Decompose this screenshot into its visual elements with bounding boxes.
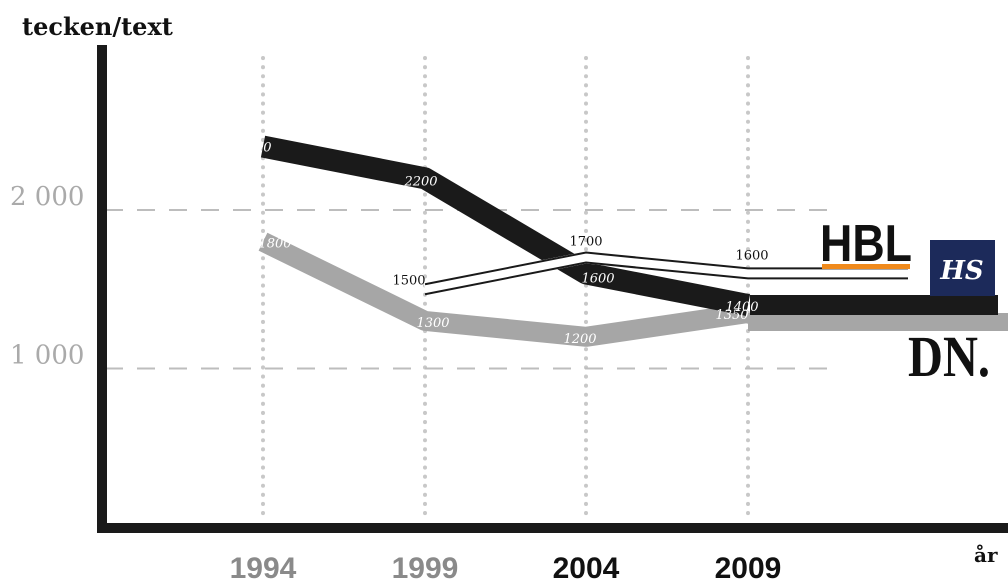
series-line-hs-body	[423, 251, 908, 296]
data-label-hbl: 2400	[237, 141, 271, 156]
hbl-logo-underline	[822, 264, 910, 269]
data-label-hbl: 2200	[403, 174, 437, 189]
label-layer: 2 000 1 000 1994 1999 2004 2009 2400 2200 1600 14…	[10, 141, 782, 584]
data-label-dn: 1800	[258, 237, 291, 252]
y-tick-label: 2 000	[10, 182, 84, 212]
series-extension-hbl	[750, 295, 998, 315]
y-axis-title: tecken/text	[22, 12, 173, 41]
series-line-dn	[258, 232, 750, 347]
x-tick-label: 2004	[553, 552, 620, 579]
x-tick-label: 2009	[715, 552, 782, 579]
x-axis-title: år	[974, 543, 998, 567]
data-label-hs: 1600	[735, 248, 768, 263]
data-label-hbl: 1600	[581, 271, 614, 286]
data-label-dn: 1350	[715, 308, 748, 323]
series-layer	[258, 135, 1008, 347]
data-label-hs: 1700	[569, 235, 602, 250]
hs-logo-text: HS	[939, 256, 983, 286]
data-label-dn: 1300	[416, 316, 449, 331]
hs-logo-box	[930, 240, 995, 296]
x-tick-label: 1999	[392, 552, 459, 579]
x-tick-label: 1994	[230, 552, 297, 579]
y-tick-label: 1 000	[10, 341, 84, 371]
series-line-hbl	[260, 135, 751, 316]
grid-layer	[105, 56, 840, 524]
hs-logo: HS	[930, 240, 995, 296]
data-label-dn: 1200	[563, 332, 596, 347]
series-line-hs-lower	[424, 261, 908, 296]
data-label-hs: 1500	[392, 273, 425, 288]
data-label-hbl: 1400	[725, 300, 758, 315]
dn-logo: DN.	[908, 324, 990, 389]
series-extension-dn	[748, 313, 1008, 331]
hbl-logo-text: HBL	[820, 215, 912, 273]
dn-logo-text: DN.	[908, 324, 990, 389]
hbl-logo: HBL	[820, 215, 912, 273]
